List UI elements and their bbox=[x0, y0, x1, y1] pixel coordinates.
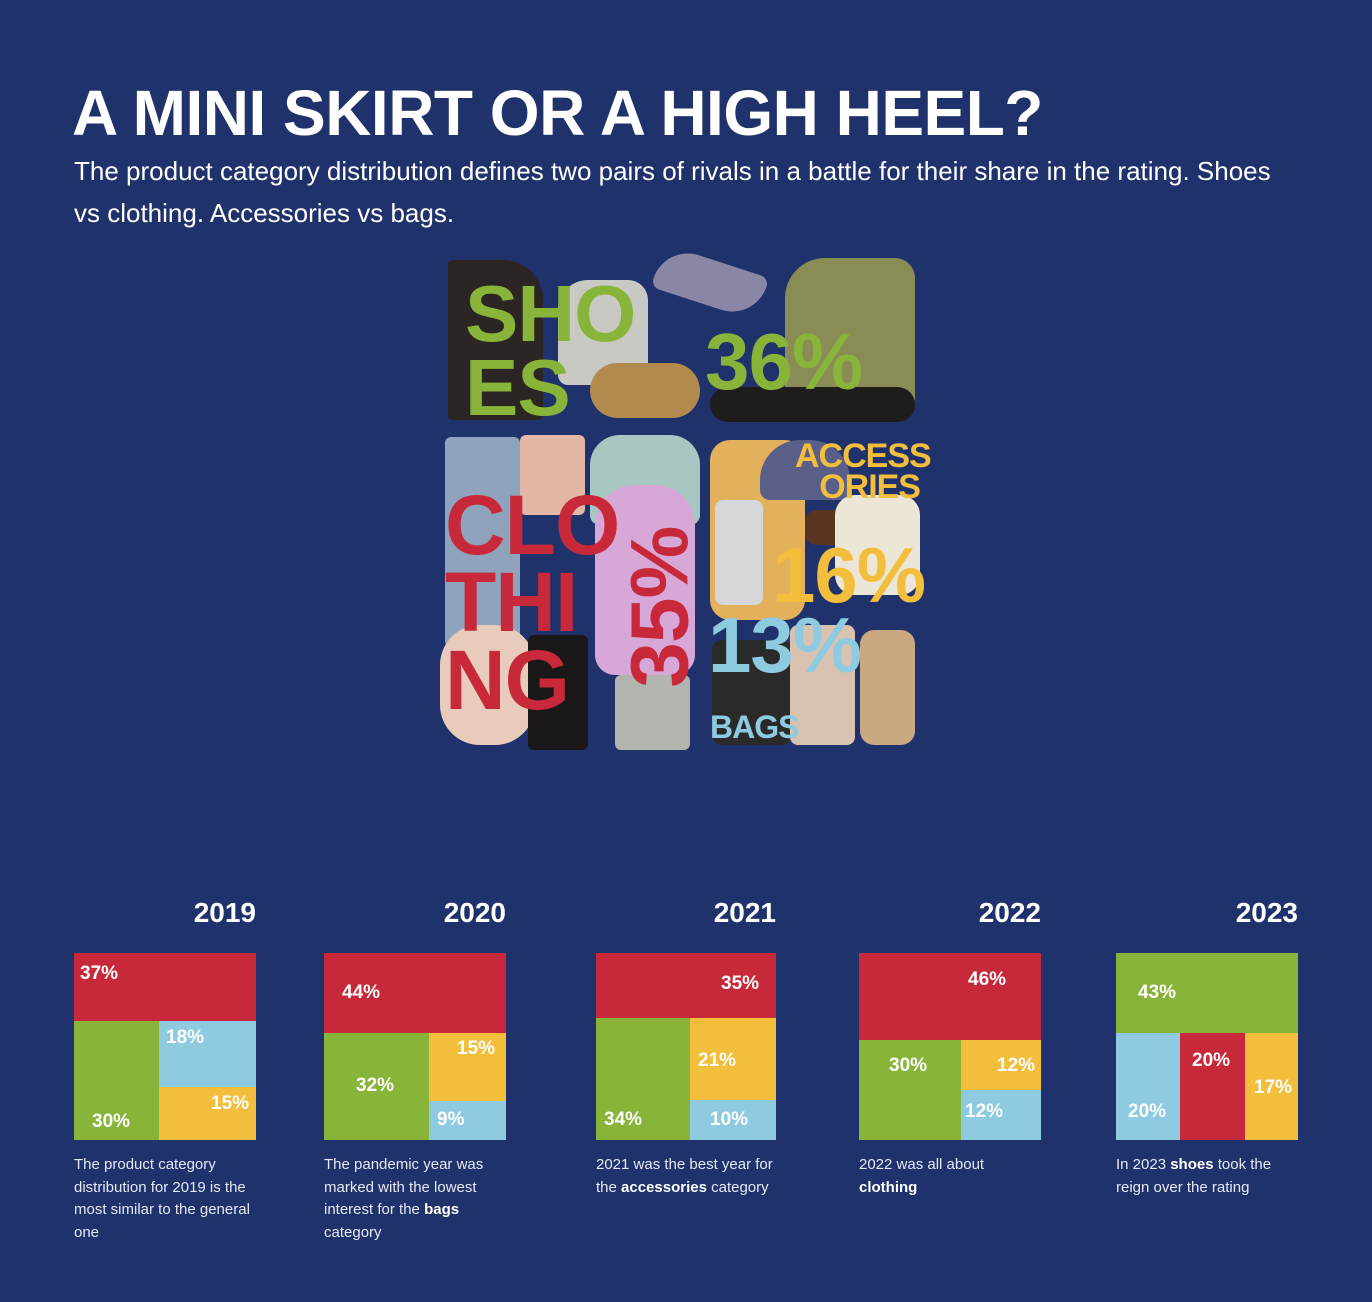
trousers-image bbox=[528, 635, 588, 750]
year-description: The pandemic year was marked with the lo… bbox=[324, 1156, 484, 1241]
page-subtitle: The product category distribution define… bbox=[74, 156, 1271, 228]
tote-bag-image bbox=[712, 640, 792, 745]
moon-boot-image bbox=[785, 258, 915, 408]
cell-accessories: 17% bbox=[1245, 1033, 1298, 1140]
cell-accessories: 15% bbox=[429, 1033, 506, 1101]
bucket-hat-image bbox=[760, 440, 850, 500]
pink-dress-image bbox=[595, 485, 695, 675]
jeans-image bbox=[445, 437, 520, 647]
knit-image bbox=[835, 495, 920, 595]
cell-clothing: 46% bbox=[859, 953, 1041, 1040]
cell-accessories: 12% bbox=[961, 1040, 1041, 1090]
treemap-grid: 35% 34% 21% 10% bbox=[596, 953, 776, 1140]
cell-clothing: 37% bbox=[74, 953, 256, 1021]
treemap-grid: 43% 20% 20% 17% bbox=[1116, 953, 1298, 1140]
skirt-image bbox=[615, 675, 690, 750]
year-description: 2022 was all about clothing bbox=[859, 1156, 985, 1196]
treemap-grid: 37% 30% 18% 15% bbox=[74, 953, 256, 1140]
year-label: 2023 bbox=[1235, 897, 1298, 928]
clothing-pct: 35% bbox=[614, 526, 706, 688]
treemap-grid: 44% 32% 15% 9% bbox=[324, 953, 506, 1140]
cell-accessories: 21% bbox=[690, 1018, 776, 1100]
accessories-pct: 16% bbox=[772, 531, 926, 619]
shoes-pct: 36% bbox=[705, 317, 863, 406]
year-label: 2021 bbox=[713, 897, 776, 928]
watch-image bbox=[715, 500, 763, 605]
bags-label: BAGS bbox=[710, 709, 799, 745]
loafer-image bbox=[710, 387, 915, 422]
cell-bags: 20% bbox=[1116, 1033, 1180, 1140]
cell-clothing: 44% bbox=[324, 953, 506, 1033]
mini-bag-image bbox=[860, 630, 915, 745]
cell-shoes: 30% bbox=[859, 1040, 961, 1140]
page-title: A MINI SKIRT OR A HIGH HEEL? bbox=[72, 77, 1043, 149]
cell-shoes: 30% bbox=[74, 1021, 159, 1140]
bags-pct: 13% bbox=[708, 601, 862, 689]
blouse-image bbox=[520, 435, 585, 515]
shoes-label: SHO ES bbox=[465, 269, 636, 432]
heel-image bbox=[650, 244, 770, 321]
puffer-image bbox=[440, 625, 535, 745]
slipper-image bbox=[590, 363, 700, 418]
treemap-grid: 46% 30% 12% 12% bbox=[859, 953, 1041, 1140]
cell-bags: 9% bbox=[429, 1101, 506, 1140]
cell-shoes: 34% bbox=[596, 1018, 690, 1140]
boot-image bbox=[448, 260, 543, 420]
cell-bags: 10% bbox=[690, 1100, 776, 1140]
year-description: In 2023 shoes took the reign over the ra… bbox=[1116, 1156, 1272, 1196]
year-label: 2022 bbox=[978, 897, 1041, 928]
cell-clothing: 35% bbox=[596, 953, 776, 1018]
category-collage: SHO ES 36% CLO THI NG 35% ACCESS ORIES 1… bbox=[440, 244, 932, 755]
cell-bags: 18% bbox=[159, 1021, 256, 1087]
year-description: 2021 was the best year for the accessori… bbox=[596, 1156, 773, 1196]
accessories-label: ACCESS ORIES bbox=[795, 437, 932, 507]
cell-bags: 12% bbox=[961, 1090, 1041, 1140]
cell-shoes: 32% bbox=[324, 1033, 429, 1140]
year-description: The product category distribution for 20… bbox=[74, 1156, 250, 1241]
clothing-label: CLO THI NG bbox=[445, 478, 620, 727]
clutch-image bbox=[790, 625, 855, 745]
year-label: 2019 bbox=[193, 897, 256, 928]
cell-accessories: 15% bbox=[159, 1087, 256, 1140]
year-label: 2020 bbox=[443, 897, 506, 928]
cell-shoes: 43% bbox=[1116, 953, 1298, 1033]
cell-clothing: 20% bbox=[1180, 1033, 1245, 1140]
